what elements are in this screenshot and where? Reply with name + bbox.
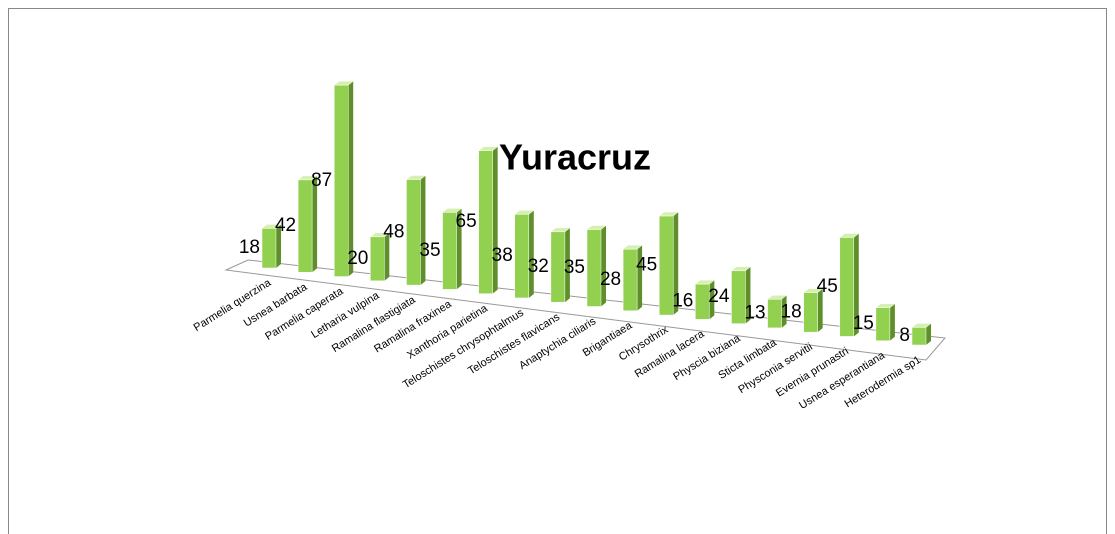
bar-side bbox=[420, 175, 426, 286]
chart-title: Yuracruz bbox=[499, 137, 651, 178]
bar-front bbox=[261, 228, 277, 269]
bar-side bbox=[853, 233, 859, 337]
bar-side bbox=[889, 303, 895, 341]
bar-side bbox=[637, 245, 643, 311]
bar-front bbox=[731, 270, 746, 324]
bar bbox=[586, 225, 607, 307]
bar-front bbox=[767, 299, 782, 329]
bar bbox=[875, 303, 896, 341]
bar bbox=[839, 233, 860, 337]
data-label: 16 bbox=[672, 291, 693, 312]
data-label: 35 bbox=[564, 257, 585, 278]
data-label: 45 bbox=[817, 276, 838, 297]
bar bbox=[369, 232, 391, 282]
bar-side bbox=[384, 232, 390, 281]
bar-front bbox=[370, 236, 385, 282]
bar-front bbox=[297, 179, 313, 273]
bar bbox=[802, 288, 824, 333]
bar-front bbox=[478, 150, 493, 294]
bar-side bbox=[601, 225, 606, 307]
bar-front bbox=[550, 231, 566, 303]
floor bbox=[224, 259, 946, 361]
bar bbox=[730, 266, 752, 324]
bar bbox=[911, 323, 932, 346]
bar-side bbox=[709, 280, 715, 320]
bar-front bbox=[586, 229, 602, 307]
bar bbox=[297, 175, 318, 273]
bar bbox=[658, 211, 679, 316]
data-label: 15 bbox=[853, 313, 874, 334]
data-label: 45 bbox=[636, 255, 657, 276]
bar-side bbox=[456, 208, 462, 290]
bar bbox=[694, 279, 716, 320]
bar bbox=[405, 175, 427, 286]
bar bbox=[261, 224, 282, 269]
bar bbox=[550, 227, 571, 303]
bar-side bbox=[528, 210, 534, 298]
data-label: 20 bbox=[347, 248, 368, 269]
bar-side bbox=[817, 288, 823, 333]
data-label: 18 bbox=[781, 301, 802, 322]
bar-side bbox=[926, 323, 931, 345]
data-label: 32 bbox=[528, 256, 549, 277]
bar bbox=[333, 80, 354, 277]
bar-front bbox=[514, 214, 530, 299]
data-label: 24 bbox=[708, 286, 730, 307]
data-label: 38 bbox=[492, 245, 513, 266]
data-label: 28 bbox=[600, 269, 621, 290]
data-label: 8 bbox=[899, 325, 910, 346]
data-label: 35 bbox=[419, 240, 440, 261]
bar-front bbox=[442, 212, 457, 290]
bar-front bbox=[658, 215, 674, 316]
bar bbox=[477, 146, 499, 294]
bar-side bbox=[276, 224, 281, 268]
data-label: 18 bbox=[239, 237, 260, 258]
data-label: 13 bbox=[744, 303, 765, 324]
data-label: 42 bbox=[275, 215, 296, 236]
bar-side bbox=[492, 146, 498, 294]
bar-front bbox=[911, 327, 927, 346]
data-label: 65 bbox=[456, 211, 477, 232]
bar-side bbox=[781, 295, 787, 328]
bar-front bbox=[875, 307, 891, 341]
bar-front bbox=[622, 248, 638, 312]
bar-side bbox=[348, 81, 354, 277]
bar-side bbox=[312, 175, 318, 273]
data-label: 48 bbox=[383, 221, 404, 242]
bar bbox=[622, 244, 643, 312]
bar-front bbox=[333, 84, 349, 277]
data-label: 87 bbox=[311, 170, 332, 191]
bar-side bbox=[564, 227, 570, 303]
bar-side bbox=[745, 266, 751, 324]
bar bbox=[766, 295, 788, 329]
bar bbox=[441, 208, 463, 290]
bar-front bbox=[839, 237, 855, 337]
bar bbox=[514, 210, 535, 299]
bar-side bbox=[673, 212, 679, 316]
bar-front bbox=[406, 179, 421, 286]
bar-front bbox=[803, 292, 818, 333]
bar-front bbox=[695, 283, 710, 320]
